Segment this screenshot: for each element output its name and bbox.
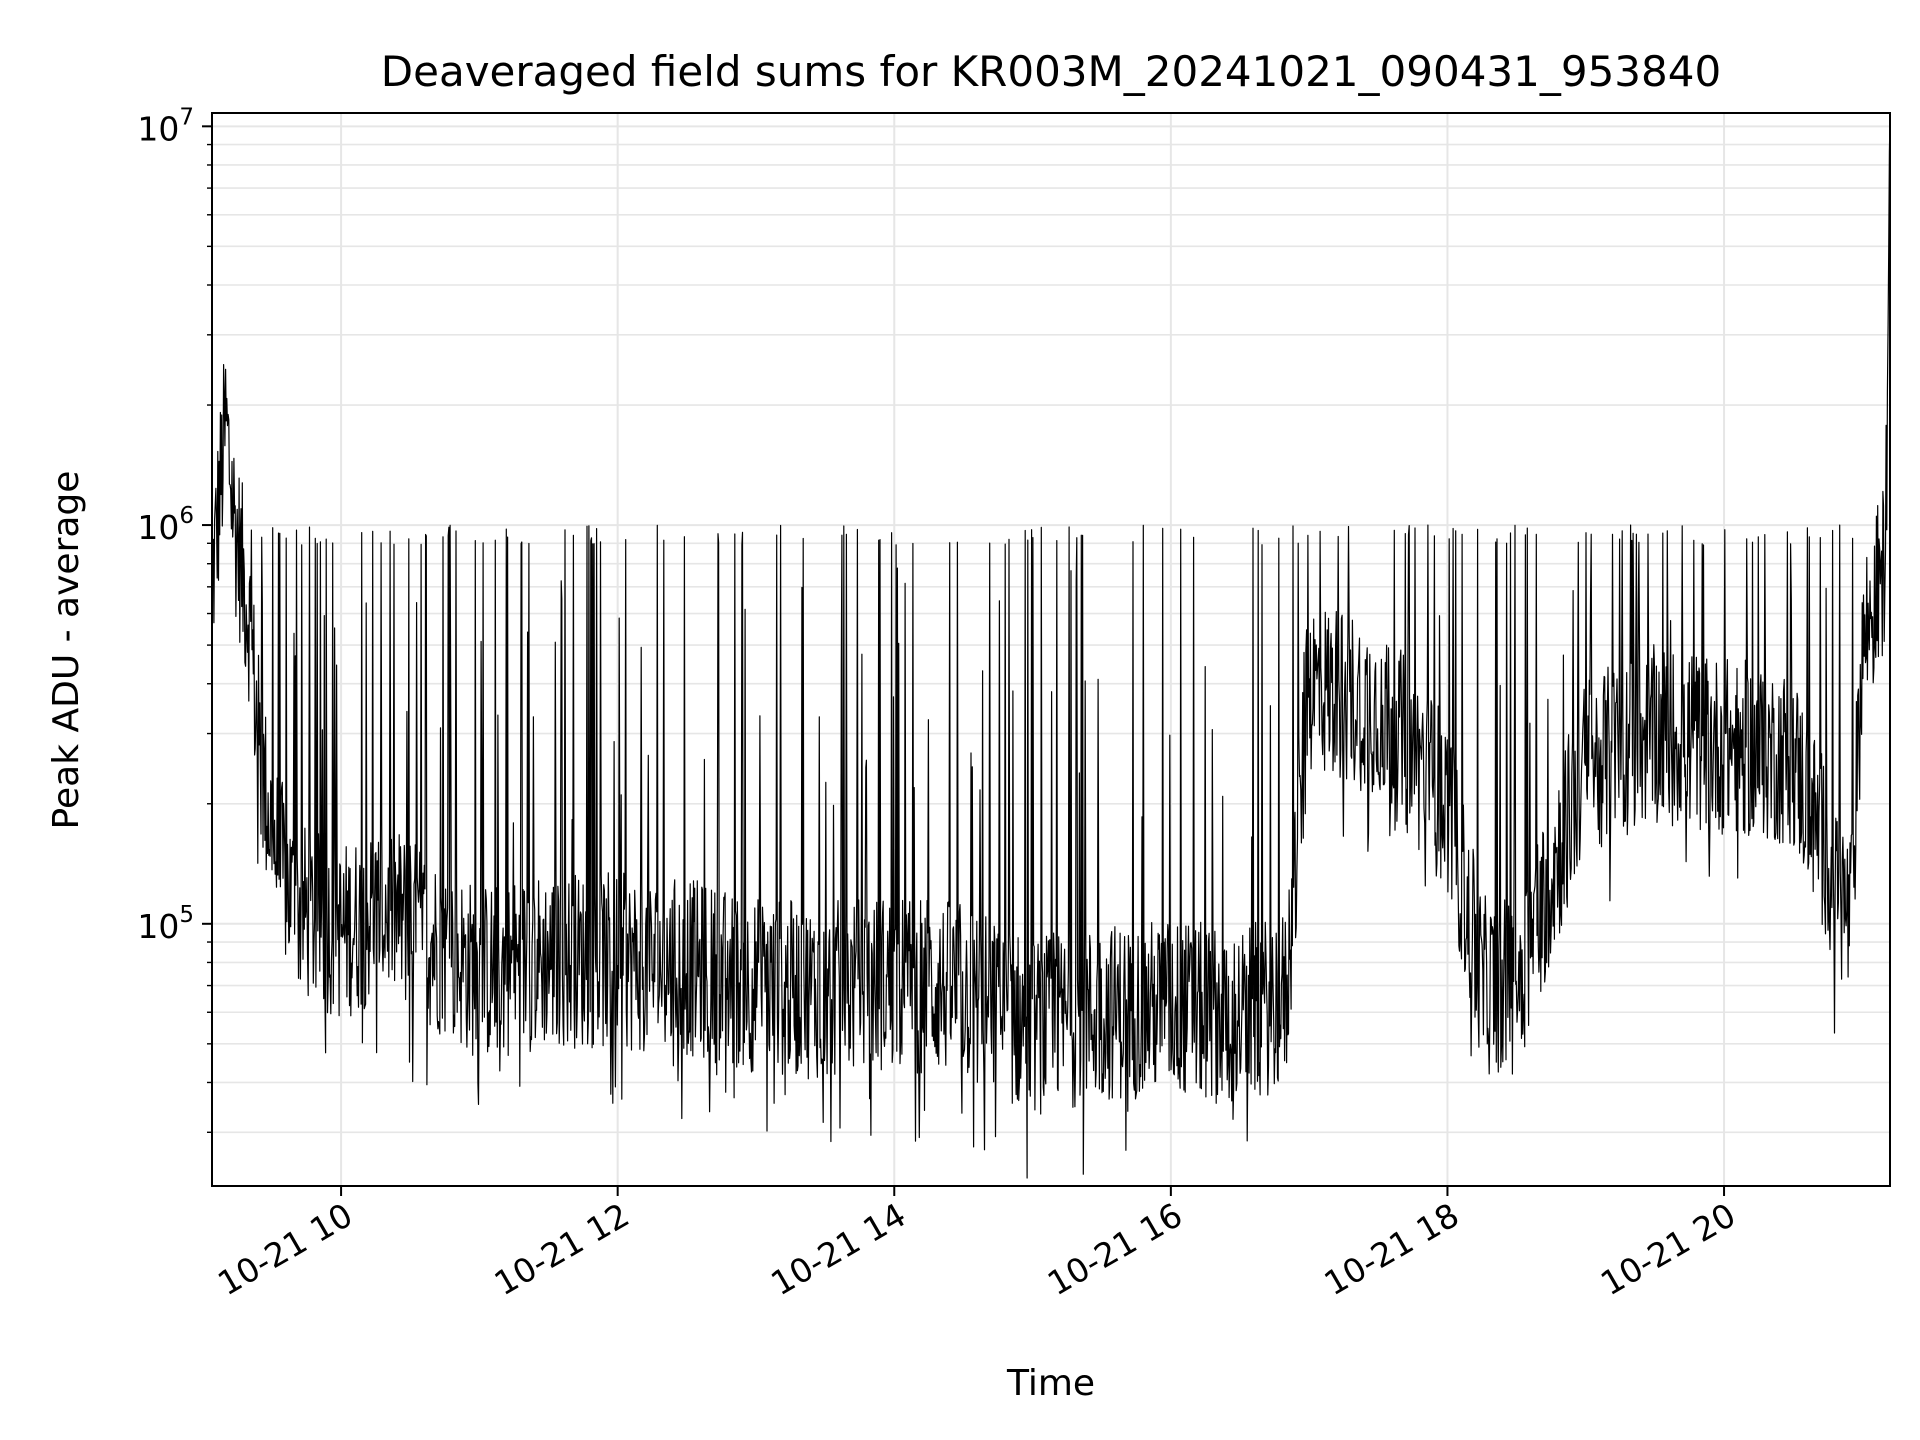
y-tick-label: 107: [137, 104, 194, 148]
plot-area-frame: [211, 112, 1891, 1187]
chart-title: Deaveraged field sums for KR003M_2024102…: [381, 47, 1721, 96]
y-axis-label: Peak ADU - average: [46, 471, 87, 830]
y-tick-label: 106: [137, 503, 194, 547]
series-line: [211, 116, 1891, 1179]
series-polyline: [211, 116, 1891, 1179]
y-tick-label: 105: [137, 902, 194, 946]
x-axis-label: Time: [1006, 1363, 1095, 1404]
